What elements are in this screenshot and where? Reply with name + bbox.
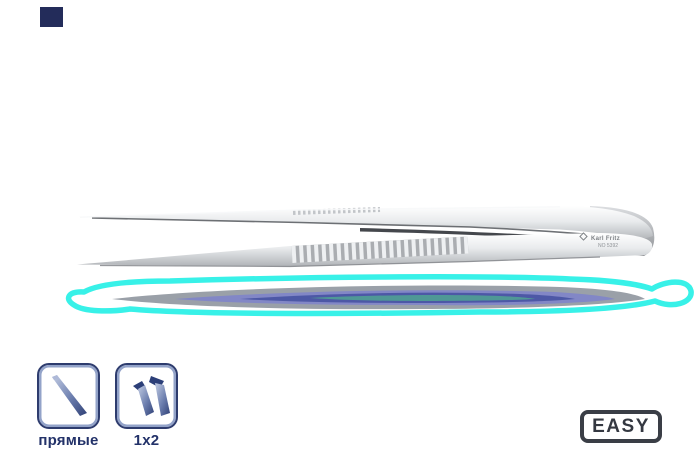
straight-tweezer-icon <box>51 375 87 416</box>
easy-badge: EASY <box>580 410 662 443</box>
forceps-grip-band-base <box>291 236 469 263</box>
highlight-outline <box>65 274 694 317</box>
feature-tile-straight: прямые <box>37 363 100 449</box>
feature-tile-label: прямые <box>38 432 99 449</box>
engraving-brand: Karl Fritz <box>591 236 620 242</box>
feature-tile-1x2: 1x2 <box>115 363 178 449</box>
forceps-upper-tip-highlight <box>79 206 561 218</box>
feature-tiles: прямые 1x2 <box>37 363 178 449</box>
brand-color-square <box>40 7 63 27</box>
feature-tile-label: 1x2 <box>133 432 160 449</box>
straight-tweezer-option[interactable] <box>37 363 100 429</box>
forceps-lower-edge <box>99 256 601 268</box>
one-by-two-teeth-option[interactable] <box>115 363 178 429</box>
forceps-upper-arm <box>79 206 653 240</box>
engraving-number: NO 5392 <box>598 243 618 249</box>
ghost-layer-teal <box>310 294 535 301</box>
diamond-logo <box>579 232 588 241</box>
forceps-photo: Karl Fritz NO 5392 <box>77 206 655 268</box>
one-by-two-teeth-icon <box>132 376 170 416</box>
easy-badge-label: EASY <box>592 415 650 437</box>
forceps-engraving: Karl Fritz NO 5392 <box>579 232 620 249</box>
highlight-trace <box>65 274 694 317</box>
